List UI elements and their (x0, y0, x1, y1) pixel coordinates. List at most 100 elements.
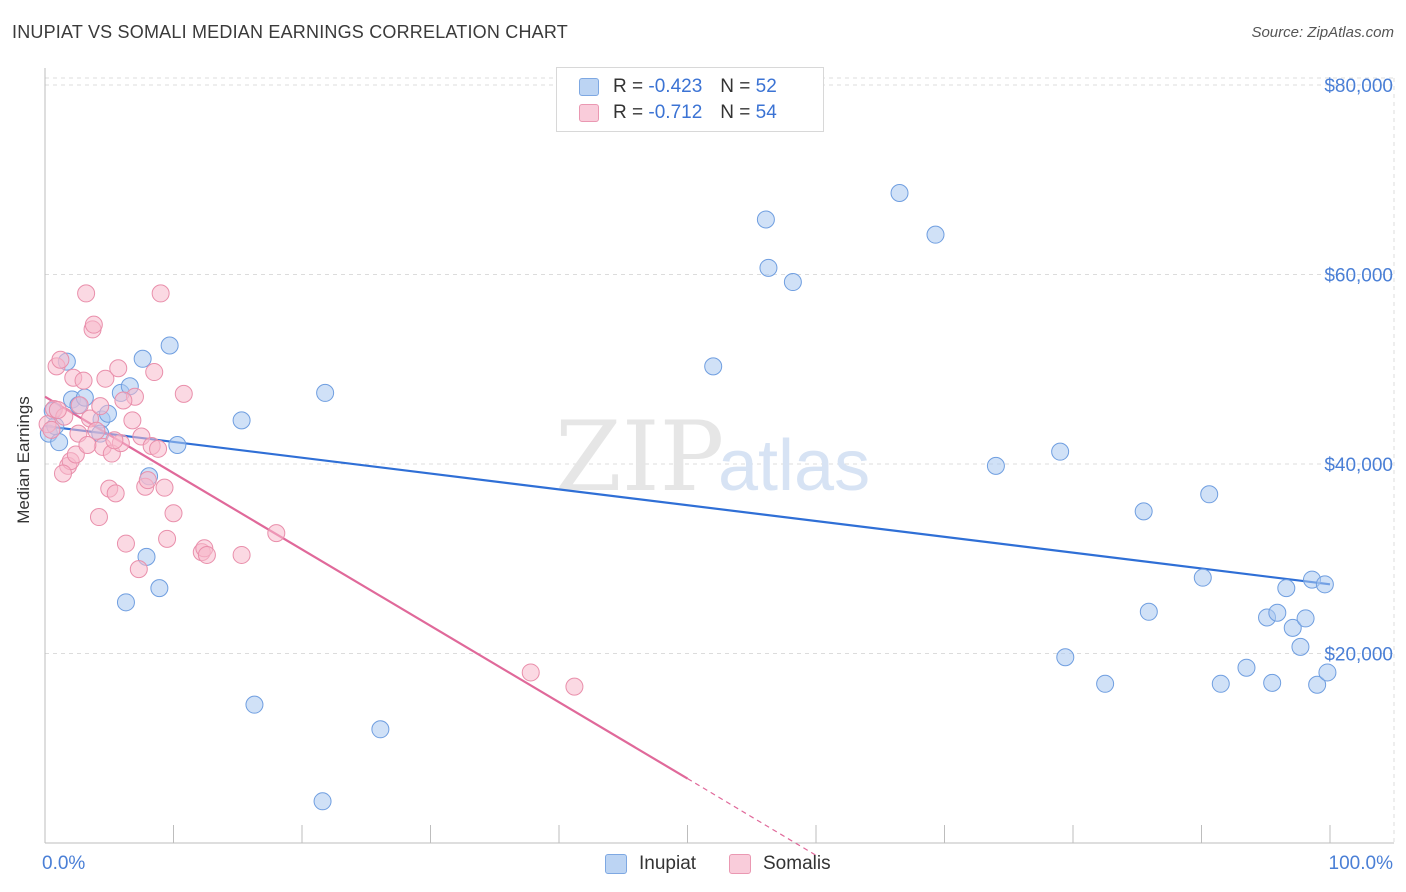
data-point-inupiat (756, 210, 775, 229)
data-point-somalis (109, 359, 128, 378)
data-point-somalis (53, 464, 72, 483)
data-point-somalis (565, 677, 584, 696)
data-point-inupiat (150, 579, 169, 598)
legend-n-value: 52 (755, 76, 777, 97)
y-tick-label: $40,000 (1324, 455, 1393, 476)
tick-labels: $20,000 $40,000 $60,000 $80,000 0.0% 100.0% (42, 76, 1393, 874)
data-point-inupiat (232, 411, 251, 430)
data-point-inupiat (245, 695, 264, 714)
data-point-somalis (74, 371, 93, 390)
legend-row-inupiat: R = -0.423 N = 52 (579, 75, 777, 99)
data-point-inupiat (926, 225, 945, 244)
data-point-inupiat (986, 456, 1005, 475)
data-point-inupiat (1139, 602, 1158, 621)
data-point-inupiat (704, 357, 723, 376)
data-point-inupiat (1268, 603, 1287, 622)
data-point-inupiat (160, 336, 179, 355)
data-point-somalis (151, 284, 170, 303)
data-point-somalis (89, 508, 108, 527)
data-point-somalis (77, 284, 96, 303)
data-point-somalis (521, 663, 540, 682)
legend-item-inupiat: Inupiat (605, 852, 696, 876)
data-point-inupiat (1051, 442, 1070, 461)
legend-r-value: -0.423 (648, 76, 703, 97)
data-point-somalis (158, 529, 177, 548)
y-axis-label: Median Earnings (14, 396, 33, 524)
watermark-atlas: atlas (718, 426, 870, 506)
data-point-inupiat (1291, 637, 1310, 656)
data-point-somalis (51, 350, 70, 369)
data-point-somalis (232, 545, 251, 564)
data-point-somalis (174, 384, 193, 403)
y-tick-label: $60,000 (1324, 265, 1393, 286)
legend-swatch-inupiat (579, 78, 599, 96)
data-point-somalis (138, 471, 157, 490)
data-points (38, 183, 1337, 811)
data-point-inupiat (1056, 648, 1075, 667)
data-point-somalis (84, 315, 103, 334)
y-tick-label: $80,000 (1324, 76, 1393, 97)
legend-label-somalis: Somalis (763, 853, 831, 874)
legend-row-somalis: R = -0.712 N = 54 (579, 101, 777, 125)
legend-r-value: -0.712 (648, 102, 703, 123)
data-point-inupiat (316, 383, 335, 402)
data-point-somalis (197, 545, 216, 564)
legend-r-label: R = (613, 76, 644, 97)
data-point-somalis (70, 396, 89, 415)
legend-swatch-somalis (729, 854, 751, 874)
data-point-inupiat (1308, 675, 1327, 694)
data-point-somalis (106, 484, 125, 503)
data-point-inupiat (1277, 579, 1296, 598)
data-point-inupiat (133, 349, 152, 368)
data-point-somalis (78, 436, 97, 455)
data-point-inupiat (890, 183, 909, 202)
data-point-somalis (48, 400, 67, 419)
legend-n-value: 54 (755, 102, 777, 123)
data-point-inupiat (783, 273, 802, 292)
data-point-somalis (114, 391, 133, 410)
data-point-somalis (149, 439, 168, 458)
legend-n-label: N = (720, 76, 751, 97)
trend-line-inupiat (44, 424, 1331, 586)
data-point-somalis (87, 421, 106, 440)
x-tick-label: 0.0% (42, 853, 85, 874)
x-tick-label: 100.0% (1329, 853, 1394, 874)
data-point-inupiat (759, 258, 778, 277)
data-point-somalis (105, 431, 124, 450)
legend-r-label: R = (613, 102, 644, 123)
data-point-somalis (96, 369, 115, 388)
source-label: Source: ZipAtlas.com (1251, 24, 1394, 41)
data-point-inupiat (1315, 575, 1334, 594)
data-point-inupiat (1318, 663, 1337, 682)
legend-swatch-somalis (579, 104, 599, 122)
chart-title: INUPIAT VS SOMALI MEDIAN EARNINGS CORREL… (12, 22, 568, 42)
legend-swatch-inupiat (605, 854, 627, 874)
correlation-legend: R = -0.423 N = 52 R = -0.712 N = 54 (556, 67, 824, 132)
data-point-somalis (145, 363, 164, 382)
data-point-inupiat (1211, 674, 1230, 693)
data-point-inupiat (1096, 674, 1115, 693)
data-point-somalis (267, 524, 286, 543)
data-point-somalis (123, 411, 142, 430)
data-point-inupiat (371, 720, 390, 739)
data-point-inupiat (1134, 502, 1153, 521)
axes (44, 68, 1394, 844)
trend-line-somalis-extension (687, 778, 817, 856)
data-point-somalis (91, 397, 110, 416)
legend-item-somalis: Somalis (729, 852, 831, 876)
trend-lines (44, 395, 1331, 856)
data-point-inupiat (1237, 658, 1256, 677)
watermark: ZIP atlas (555, 401, 870, 513)
data-point-somalis (116, 534, 135, 553)
watermark-zip: ZIP (555, 401, 724, 513)
y-tick-label: $20,000 (1324, 644, 1393, 665)
data-point-inupiat (313, 792, 332, 811)
data-point-somalis (155, 478, 174, 497)
data-point-inupiat (1283, 618, 1302, 637)
data-point-inupiat (1200, 485, 1219, 504)
data-point-somalis (164, 504, 183, 523)
data-point-inupiat (1263, 673, 1282, 692)
data-point-inupiat (1296, 609, 1315, 628)
legend-label-inupiat: Inupiat (639, 853, 697, 874)
